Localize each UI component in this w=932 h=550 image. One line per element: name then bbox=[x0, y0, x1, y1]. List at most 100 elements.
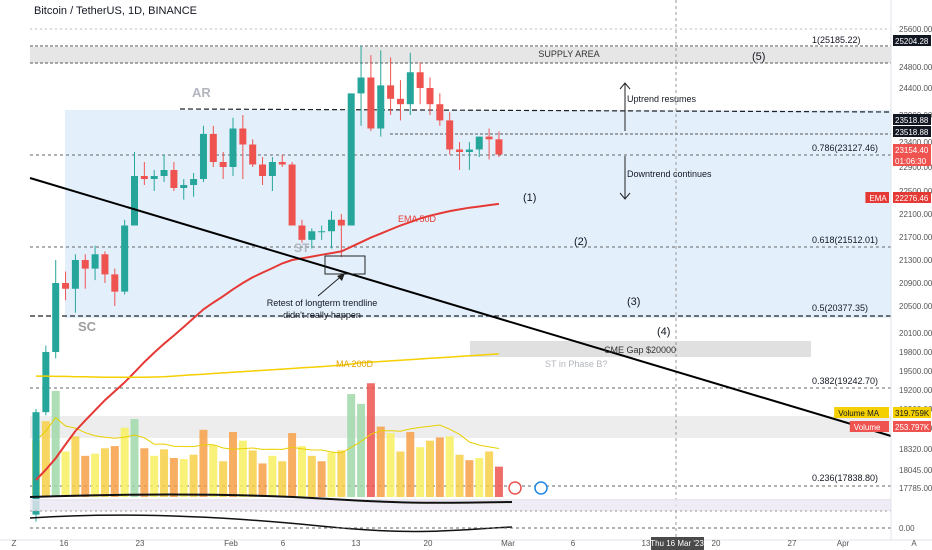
volume-bar bbox=[140, 448, 149, 497]
candle-body bbox=[308, 231, 316, 240]
volume-bar bbox=[41, 421, 50, 497]
volume-bar bbox=[288, 433, 297, 497]
volume-bar bbox=[150, 455, 159, 497]
volume-bar bbox=[71, 436, 80, 497]
volume-bar bbox=[376, 426, 385, 497]
candle-body bbox=[121, 225, 129, 292]
volume-bar bbox=[268, 455, 277, 497]
label-downtrend: Downtrend continues bbox=[627, 169, 712, 179]
candle-body bbox=[337, 219, 345, 226]
candle-body bbox=[42, 352, 50, 413]
volume-bar bbox=[485, 451, 494, 497]
time-tick-label: 23 bbox=[136, 539, 145, 548]
candle-body bbox=[170, 170, 178, 188]
chart-title: Bitcoin / TetherUS, 1D, BINANCE bbox=[34, 5, 198, 17]
osc-band bbox=[30, 499, 891, 511]
candle-body bbox=[328, 219, 335, 232]
candle-body bbox=[180, 185, 188, 188]
candle-body bbox=[485, 136, 493, 140]
candle-body bbox=[377, 85, 385, 129]
candle-body bbox=[190, 179, 198, 185]
candle-body bbox=[209, 133, 217, 162]
price-tick-label: 22900.00 bbox=[899, 163, 932, 172]
event-icon bbox=[534, 481, 548, 495]
price-tick-label: 24800.00 bbox=[899, 63, 932, 72]
candle-body bbox=[239, 128, 247, 145]
price-tick-label: 19200.00 bbox=[899, 386, 932, 395]
event-icon bbox=[508, 481, 522, 495]
price-badge bbox=[893, 126, 931, 137]
label-fib1: 1(25185.22) bbox=[812, 35, 861, 45]
candle-body bbox=[446, 120, 454, 150]
volume-bar bbox=[120, 427, 129, 497]
candle-body bbox=[298, 225, 306, 240]
volume-bar bbox=[455, 454, 464, 497]
volume-bar bbox=[110, 446, 119, 497]
time-tick-label: 20 bbox=[424, 539, 433, 548]
label-ma200: MA 200D bbox=[336, 359, 374, 369]
price-tag-box bbox=[834, 407, 889, 418]
price-tick-label: 24400.00 bbox=[899, 84, 932, 93]
price-badge bbox=[893, 114, 931, 125]
price-badge bbox=[893, 407, 931, 418]
candle-body bbox=[347, 93, 355, 226]
volume-bar bbox=[357, 403, 366, 497]
label-ema50: EMA 50D bbox=[398, 214, 437, 224]
candle-body bbox=[91, 254, 99, 269]
uptrend-arrowhead bbox=[619, 82, 631, 90]
resistance-line bbox=[179, 108, 892, 113]
ma200-line bbox=[36, 353, 499, 379]
candle-body bbox=[101, 254, 109, 275]
volume-bar bbox=[61, 451, 70, 497]
candle-body bbox=[268, 162, 276, 176]
label-fib382: 0.382(19242.70) bbox=[812, 376, 878, 386]
label-cme: CME Gap $20000 bbox=[604, 345, 676, 355]
label-supply: SUPPLY AREA bbox=[538, 49, 599, 59]
time-tick-label: 6 bbox=[281, 539, 286, 548]
time-tick-label: Apr bbox=[837, 539, 850, 548]
label-n2: (2) bbox=[574, 236, 587, 248]
price-tick-label: 19800.00 bbox=[899, 348, 932, 357]
volume-bar bbox=[248, 450, 257, 497]
candle-body bbox=[387, 85, 395, 99]
volume-ma-line bbox=[35, 416, 499, 454]
volume-bar bbox=[91, 453, 100, 497]
price-tick-label: 21700.00 bbox=[899, 233, 932, 242]
candle-body bbox=[416, 72, 424, 88]
price-tick-label: 22100.00 bbox=[899, 210, 932, 219]
price-badge bbox=[893, 421, 931, 432]
candle-body bbox=[199, 133, 207, 179]
price-tick-label: 25600.00 bbox=[899, 25, 932, 34]
volume-bar bbox=[435, 437, 444, 497]
candle-body bbox=[278, 162, 286, 165]
time-tick-label: 16 bbox=[60, 539, 69, 548]
candle-body bbox=[318, 231, 326, 233]
candle-body bbox=[62, 283, 70, 289]
time-tick-label: 13 bbox=[642, 539, 651, 548]
price-tag-label: Volume bbox=[854, 423, 881, 432]
price-tick-label: 19500.00 bbox=[899, 367, 932, 376]
auto-scale-label: A bbox=[911, 539, 917, 548]
volume-bar bbox=[130, 419, 139, 497]
candle-body bbox=[81, 260, 89, 269]
candle-body bbox=[475, 136, 483, 150]
label-retest-1: Retest of longterm trendline bbox=[267, 298, 378, 308]
volume-bar bbox=[81, 455, 90, 497]
osc-line-2 bbox=[29, 514, 513, 533]
label-n3: (3) bbox=[627, 296, 640, 308]
candle-body bbox=[229, 128, 237, 167]
price-badge bbox=[893, 144, 931, 155]
price-tag-label: Volume MA bbox=[838, 409, 880, 418]
candle-body bbox=[367, 77, 375, 129]
candle-body bbox=[288, 164, 296, 226]
label-n5: (5) bbox=[752, 51, 765, 63]
longterm-trendline bbox=[29, 177, 892, 437]
price-badge bbox=[893, 155, 931, 166]
price-badge-label: 319.759K bbox=[895, 409, 930, 418]
candle-body bbox=[436, 104, 444, 121]
candle-body bbox=[495, 139, 503, 155]
candle-body bbox=[160, 170, 168, 176]
price-tick-label: 18320.00 bbox=[899, 445, 932, 454]
osc-line-1 bbox=[29, 493, 513, 504]
